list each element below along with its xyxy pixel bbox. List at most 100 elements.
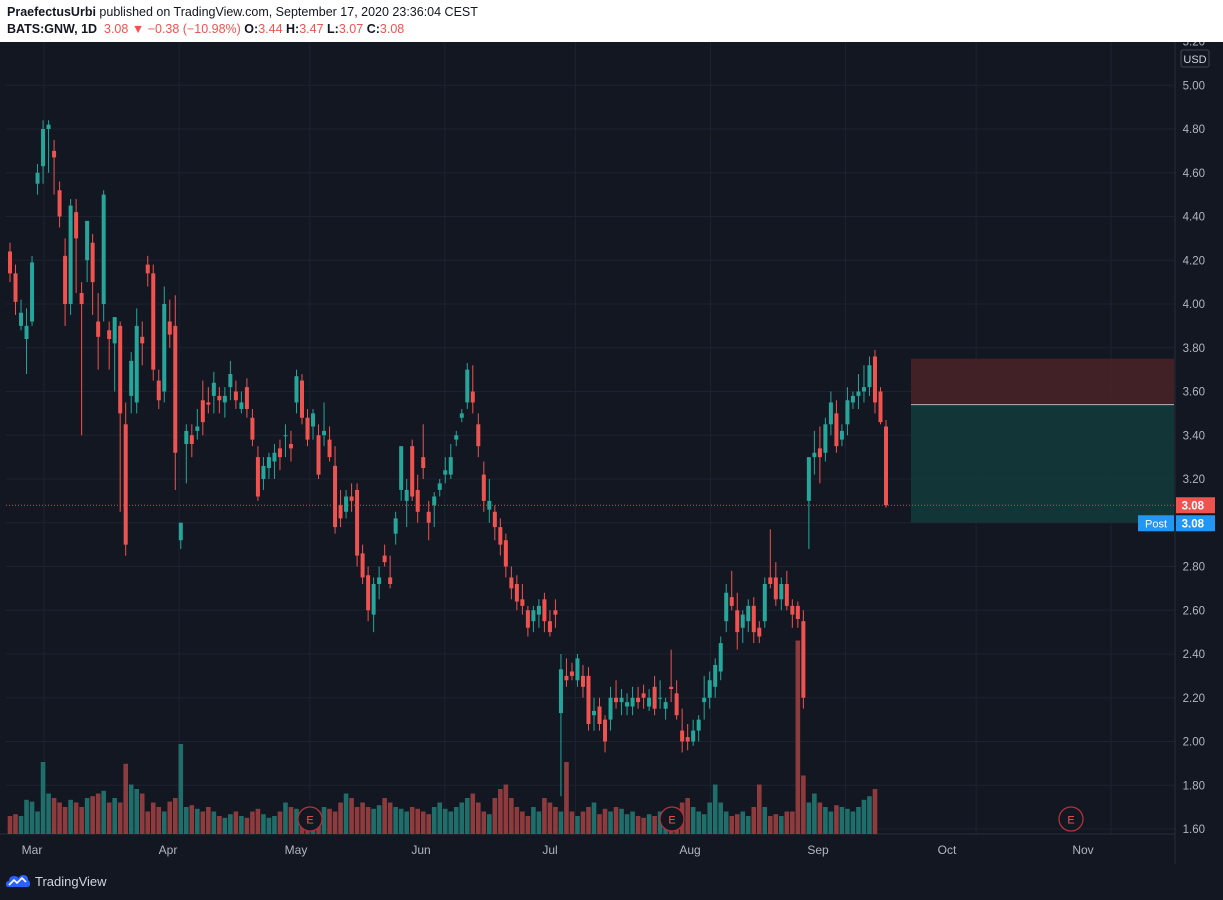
volume-bar — [172, 798, 178, 834]
volume-bar — [498, 789, 503, 834]
candle-body — [399, 446, 404, 490]
candle-body — [327, 439, 332, 458]
ohlc-line: BATS:GNW, 1D 3.08 ▼ −0.38 (−10.98%) O:3.… — [7, 22, 404, 36]
candle-body — [8, 251, 12, 274]
volume-bar — [354, 807, 360, 834]
candle-body — [200, 400, 205, 423]
volume-bar — [867, 796, 872, 834]
symbol-label[interactable]: BATS:GNW, 1D — [7, 22, 98, 36]
y-tick-label: 4.60 — [1183, 168, 1205, 180]
volume-bar — [817, 802, 823, 834]
earnings-marker[interactable]: E — [659, 806, 685, 832]
volume-bar — [641, 817, 646, 834]
candle-body — [790, 605, 795, 615]
candle-body — [647, 697, 652, 707]
candle-body — [498, 527, 503, 545]
candle-body — [377, 577, 382, 584]
candle-body — [735, 610, 740, 633]
candle-body — [266, 457, 271, 469]
candle-body — [536, 605, 541, 615]
volume-bar — [360, 802, 365, 834]
volume-bar — [553, 807, 558, 834]
volume-bar — [591, 802, 597, 834]
take-profit-zone[interactable] — [911, 404, 1174, 523]
candle-body — [24, 325, 29, 339]
volume-bar — [68, 799, 73, 834]
volume-bar — [790, 811, 795, 834]
candle-body — [470, 391, 475, 403]
candle-body — [850, 395, 855, 403]
candle-body — [823, 424, 828, 453]
candle-body — [828, 402, 833, 425]
volume-bar — [73, 802, 79, 834]
candle-body — [636, 697, 641, 703]
high-label: H: — [286, 22, 300, 36]
candle-body — [371, 584, 376, 615]
candle-body — [575, 658, 580, 681]
volume-bar — [580, 811, 586, 834]
x-tick-label: Oct — [938, 843, 957, 857]
volume-bar — [51, 798, 57, 834]
candle-body — [272, 452, 277, 462]
high-value: 3.47 — [299, 22, 324, 36]
tradingview-logo[interactable]: TradingView — [6, 873, 107, 889]
post-market-tag: Post 3.08 — [1138, 515, 1215, 532]
x-tick-label: May — [285, 843, 308, 857]
candle-body — [19, 312, 24, 326]
price-axis[interactable]: 1.601.802.002.202.402.602.803.003.203.40… — [1138, 42, 1215, 836]
volume-bar — [40, 762, 46, 834]
stop-loss-zone[interactable] — [911, 358, 1174, 405]
candle-body — [564, 675, 569, 681]
earnings-marker[interactable]: E — [1058, 806, 1084, 832]
candle-body — [85, 220, 90, 261]
volume-bar — [476, 802, 481, 834]
volume-bar — [294, 808, 299, 834]
open-value: 3.44 — [258, 22, 283, 36]
volume-bar — [762, 807, 768, 834]
volume-bar — [525, 816, 531, 834]
candle-body — [344, 496, 349, 512]
candle-body — [713, 664, 718, 687]
time-axis[interactable]: Mar Apr May Jun Jul Aug Sep Oct Nov — [22, 843, 1094, 857]
author-name[interactable]: PraefectusUrbi — [7, 5, 96, 19]
candle-body — [580, 675, 585, 687]
volume-bar — [393, 807, 398, 834]
y-tick-label: 4.20 — [1183, 255, 1205, 267]
candle-body — [569, 671, 574, 676]
candle-body — [630, 697, 635, 707]
candle-body — [729, 597, 734, 606]
candle-body — [239, 402, 244, 409]
volume-bar — [90, 796, 95, 834]
candle-body — [553, 610, 558, 615]
candle-body — [614, 697, 619, 703]
volume-bar — [448, 811, 454, 834]
candle-body — [762, 584, 767, 622]
candle-body — [861, 387, 866, 392]
currency-badge-box — [1180, 49, 1210, 68]
y-tick-label: 4.80 — [1183, 124, 1205, 136]
position-tool[interactable] — [911, 358, 1174, 523]
low-label: L: — [327, 22, 339, 36]
volume-bar — [701, 814, 707, 834]
candle-body — [432, 496, 437, 506]
earnings-circle — [297, 806, 323, 832]
candle-body — [619, 697, 624, 703]
candle-body — [674, 693, 679, 716]
candle-body — [250, 417, 255, 440]
price-chart[interactable]: E E E 1.601.802.002.202.402.602.803.003.20… — [0, 42, 1223, 864]
volume-bar — [46, 793, 51, 834]
candle-body — [178, 522, 183, 541]
volume-bar — [630, 811, 635, 834]
volume-bar — [503, 784, 509, 834]
currency-badge[interactable]: USD — [1180, 49, 1210, 68]
y-tick-label: 2.00 — [1183, 737, 1205, 749]
earnings-marker[interactable]: E — [297, 806, 323, 832]
candle-body — [696, 719, 701, 731]
candle-body — [355, 489, 360, 556]
volume-bar — [861, 799, 867, 834]
volume-bar — [834, 805, 839, 834]
candle-body — [806, 457, 811, 501]
volume-bar — [200, 811, 206, 834]
volume-bar — [195, 808, 200, 834]
